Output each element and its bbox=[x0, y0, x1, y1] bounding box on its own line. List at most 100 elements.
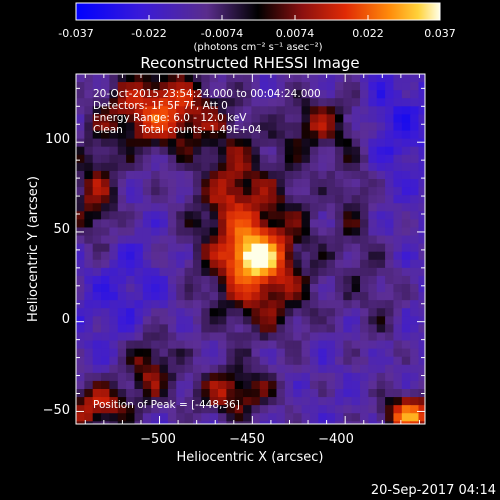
heatmap-pixel bbox=[410, 284, 420, 293]
heatmap-pixel bbox=[343, 324, 353, 334]
heatmap-pixel bbox=[360, 348, 369, 358]
heatmap-pixel bbox=[142, 211, 152, 220]
heatmap-pixel bbox=[268, 187, 278, 196]
heatmap-pixel bbox=[326, 179, 336, 188]
heatmap-pixel bbox=[167, 203, 177, 212]
heatmap-pixel bbox=[276, 170, 286, 180]
heatmap-pixel bbox=[234, 170, 244, 180]
heatmap-pixel bbox=[427, 421, 436, 430]
heatmap-pixel bbox=[117, 170, 127, 180]
heatmap-pixel bbox=[410, 187, 420, 196]
heatmap-pixel bbox=[401, 195, 411, 204]
heatmap-pixel bbox=[76, 324, 85, 334]
heatmap-pixel bbox=[293, 146, 303, 156]
heatmap-pixel bbox=[76, 380, 85, 390]
heatmap-pixel bbox=[385, 380, 395, 390]
heatmap-pixel bbox=[318, 114, 328, 124]
heatmap-pixel bbox=[159, 421, 169, 424]
heatmap-pixel bbox=[251, 211, 261, 220]
heatmap-pixel bbox=[126, 284, 136, 293]
heatmap-pixel bbox=[351, 267, 361, 277]
heatmap-pixel bbox=[142, 308, 152, 317]
heatmap-pixel bbox=[376, 162, 386, 172]
heatmap-pixel bbox=[192, 372, 202, 382]
heatmap-pixel bbox=[368, 364, 378, 374]
heatmap-pixel bbox=[159, 98, 169, 107]
heatmap-pixel bbox=[92, 340, 102, 350]
heatmap-pixel bbox=[243, 179, 253, 188]
heatmap-pixel bbox=[410, 243, 420, 253]
heatmap-pixel bbox=[309, 251, 319, 261]
heatmap-pixel bbox=[134, 74, 144, 83]
heatmap-pixel bbox=[284, 179, 294, 188]
heatmap-pixel bbox=[101, 300, 111, 309]
heatmap-pixel bbox=[243, 251, 253, 261]
heatmap-pixel bbox=[167, 372, 177, 382]
heatmap-pixel bbox=[184, 308, 194, 317]
heatmap-pixel bbox=[276, 308, 286, 317]
heatmap-pixel bbox=[418, 364, 425, 374]
heatmap-pixel bbox=[167, 154, 177, 164]
heatmap-pixel bbox=[159, 405, 169, 414]
heatmap-pixel bbox=[201, 235, 211, 245]
heatmap-pixel bbox=[134, 340, 144, 350]
heatmap-pixel bbox=[243, 421, 253, 424]
heatmap-pixel bbox=[301, 82, 311, 91]
heatmap-pixel bbox=[259, 179, 269, 188]
heatmap-pixel bbox=[209, 389, 219, 398]
colorbar-tick-label: 0.022 bbox=[352, 27, 384, 40]
heatmap-pixel bbox=[184, 275, 194, 285]
heatmap-pixel bbox=[334, 300, 344, 309]
heatmap-pixel bbox=[218, 170, 227, 180]
heatmap-pixel bbox=[385, 372, 395, 382]
heatmap-pixel bbox=[301, 413, 311, 422]
heatmap-pixel bbox=[184, 413, 194, 422]
y-tick-label: 0 bbox=[62, 312, 70, 327]
heatmap-pixel bbox=[343, 98, 353, 107]
heatmap-pixel bbox=[226, 90, 236, 99]
heatmap-pixel bbox=[410, 332, 420, 342]
heatmap-pixel bbox=[301, 356, 311, 366]
heatmap-pixel bbox=[385, 106, 395, 115]
heatmap-pixel bbox=[126, 397, 136, 406]
heatmap-pixel bbox=[401, 122, 411, 132]
heatmap-pixel bbox=[209, 332, 219, 342]
heatmap-pixel bbox=[218, 138, 227, 148]
heatmap-pixel bbox=[385, 227, 395, 237]
heatmap-pixel bbox=[418, 284, 425, 293]
heatmap-pixel bbox=[117, 300, 127, 309]
heatmap-pixel bbox=[318, 421, 328, 424]
heatmap-pixel bbox=[326, 187, 336, 196]
heatmap-pixel bbox=[284, 316, 294, 325]
heatmap-pixel bbox=[159, 154, 169, 164]
heatmap-image bbox=[76, 74, 436, 438]
heatmap-pixel bbox=[151, 187, 161, 196]
heatmap-pixel bbox=[309, 74, 319, 83]
heatmap-pixel bbox=[393, 122, 403, 132]
colorbar bbox=[75, 2, 441, 21]
heatmap-pixel bbox=[159, 235, 169, 245]
heatmap-pixel bbox=[284, 162, 294, 172]
heatmap-pixel bbox=[351, 332, 361, 342]
heatmap-pixel bbox=[142, 146, 152, 156]
heatmap-pixel bbox=[360, 90, 369, 99]
heatmap-pixel bbox=[293, 170, 303, 180]
heatmap-pixel bbox=[418, 235, 425, 245]
heatmap-pixel bbox=[276, 251, 286, 261]
heatmap-pixel bbox=[201, 259, 211, 269]
heatmap-pixel bbox=[192, 122, 202, 132]
heatmap-pixel bbox=[351, 235, 361, 245]
heatmap-pixel bbox=[101, 316, 111, 325]
heatmap-pixel bbox=[218, 397, 227, 406]
heatmap-pixel bbox=[276, 203, 286, 212]
heatmap-pixel bbox=[410, 259, 420, 269]
heatmap-pixel bbox=[268, 275, 278, 285]
heatmap-pixel bbox=[151, 284, 161, 293]
heatmap-pixel bbox=[360, 122, 369, 132]
heatmap-pixel bbox=[368, 429, 377, 438]
heatmap-pixel bbox=[268, 162, 278, 172]
heatmap-pixel bbox=[301, 259, 311, 269]
colorbar-tick-label: 0.037 bbox=[424, 27, 456, 40]
heatmap-pixel bbox=[84, 340, 94, 350]
heatmap-pixel bbox=[243, 267, 253, 277]
